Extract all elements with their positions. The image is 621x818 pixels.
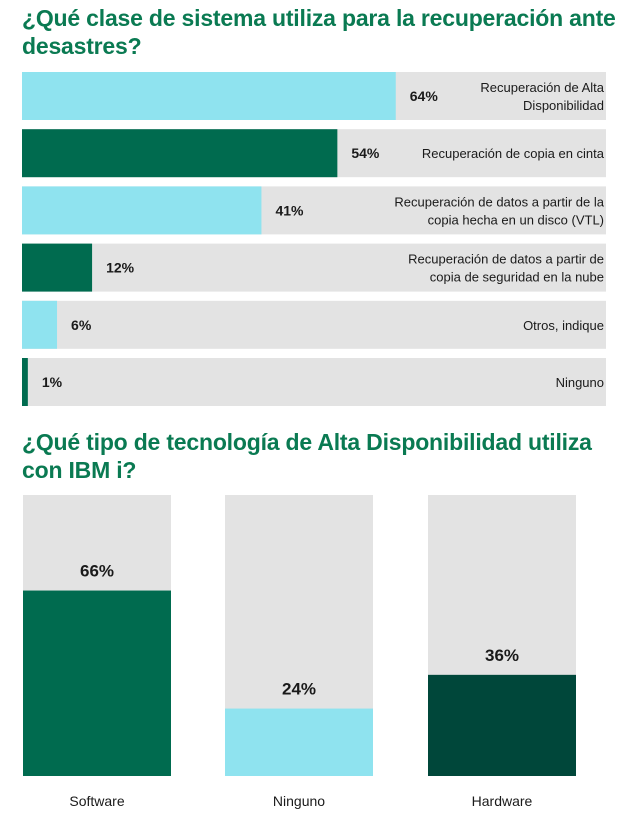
bar-value-label: 41% — [275, 202, 304, 218]
category-label: Recuperación de datos a partir de la — [394, 194, 604, 209]
column-value-label: 24% — [282, 680, 316, 699]
category-label: Recuperación de copia en cinta — [422, 146, 605, 161]
column-value-label: 66% — [80, 562, 114, 581]
category-label: Recuperación de Alta — [480, 80, 604, 95]
bar-track — [22, 300, 606, 349]
column-bar — [428, 674, 576, 776]
bar — [22, 72, 396, 120]
column-bar — [225, 708, 373, 776]
column-category-label: Hardware — [472, 793, 533, 809]
category-label: copia hecha en un disco (VTL) — [428, 212, 604, 227]
bar — [22, 358, 28, 406]
category-label: copia de seguridad en la nube — [430, 270, 604, 285]
category-label: Ninguno — [556, 375, 604, 390]
column-category-label: Ninguno — [273, 793, 325, 809]
bar-track — [22, 243, 606, 292]
chart-title-ha-technology: ¿Qué tipo de tecnología de Alta Disponib… — [22, 429, 592, 483]
column-category-label: Software — [69, 793, 124, 809]
bar — [22, 186, 262, 235]
bar-value-label: 1% — [42, 374, 63, 390]
bar-value-label: 6% — [71, 317, 92, 333]
bar — [22, 300, 58, 349]
category-label: Recuperación de datos a partir de — [408, 252, 604, 267]
column-value-label: 36% — [485, 646, 519, 665]
bar — [22, 129, 338, 178]
bar-track — [22, 358, 606, 406]
bar-value-label: 64% — [410, 88, 439, 104]
chart-title-recovery: ¿Qué clase de sistema utiliza para la re… — [22, 5, 616, 59]
bar-value-label: 54% — [351, 145, 380, 161]
column-bar — [23, 590, 171, 776]
category-label: Otros, indique — [523, 318, 604, 333]
bar-value-label: 12% — [106, 260, 135, 276]
bar — [22, 243, 93, 292]
category-label: Disponibilidad — [523, 98, 604, 113]
